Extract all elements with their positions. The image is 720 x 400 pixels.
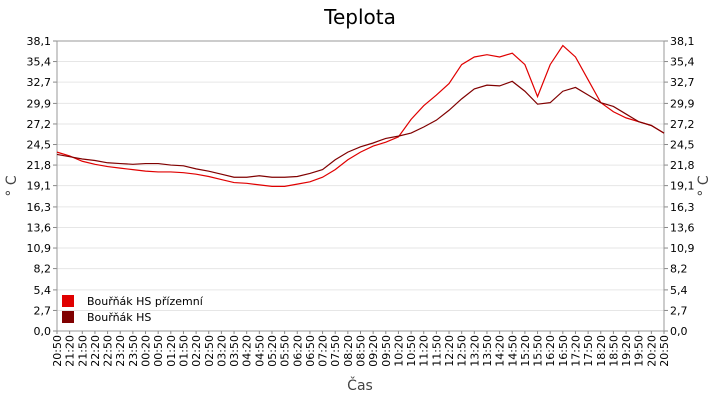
x-tick-label: 19:20 — [620, 335, 633, 367]
x-tick-label: 06:20 — [291, 335, 304, 367]
y-tick-label: 13,6 — [27, 221, 52, 234]
y-tick-label: 27,2 — [27, 118, 52, 131]
legend-label: Bouřňák HS přízemní — [87, 295, 204, 308]
chart-title: Teplota — [323, 5, 396, 29]
y-tick-label: 21,8 — [27, 159, 52, 172]
x-tick-label: 23:50 — [127, 335, 140, 367]
x-tick-label: 01:20 — [165, 335, 178, 367]
y2-tick-label: 0,0 — [670, 325, 688, 338]
x-tick-label: 06:50 — [304, 335, 317, 367]
x-tick-label: 03:20 — [215, 335, 228, 367]
x-tick-label: 05:20 — [266, 335, 279, 367]
y2-tick-label: 24,5 — [670, 139, 695, 152]
y2-tick-label: 10,9 — [670, 242, 695, 255]
x-tick-label: 11:50 — [430, 335, 443, 367]
x-tick-label: 10:50 — [405, 335, 418, 367]
y2-tick-label: 38,1 — [670, 35, 695, 48]
x-tick-label: 16:20 — [544, 335, 557, 367]
y2-tick-label: 29,9 — [670, 97, 695, 110]
y2-axis-label: ° C — [696, 175, 712, 196]
y-tick-label: 38,1 — [27, 35, 52, 48]
y-tick-label: 29,9 — [27, 97, 52, 110]
x-tick-label: 19:50 — [633, 335, 646, 367]
x-tick-label: 00:50 — [152, 335, 165, 367]
x-tick-label: 23:20 — [114, 335, 127, 367]
y2-tick-label: 27,2 — [670, 118, 695, 131]
x-tick-label: 22:20 — [89, 335, 102, 367]
x-tick-label: 14:50 — [506, 335, 519, 367]
x-tick-label: 18:20 — [595, 335, 608, 367]
x-tick-label: 20:20 — [645, 335, 658, 367]
x-tick-label: 03:50 — [228, 335, 241, 367]
x-tick-label: 20:50 — [658, 335, 671, 367]
data-line — [56, 80, 665, 178]
x-tick-label: 08:50 — [355, 335, 368, 367]
x-tick-label: 10:20 — [392, 335, 405, 367]
y-tick-label: 24,5 — [27, 139, 52, 152]
data-line — [56, 44, 665, 187]
y-tick-label: 10,9 — [27, 242, 52, 255]
y-tick-label: 32,7 — [27, 76, 52, 89]
x-tick-label: 13:50 — [481, 335, 494, 367]
x-tick-label: 11:20 — [418, 335, 431, 367]
x-tick-label: 21:50 — [76, 335, 89, 367]
x-tick-label: 04:50 — [253, 335, 266, 367]
y2-tick-label: 5,4 — [670, 284, 688, 297]
x-tick-label: 15:20 — [519, 335, 532, 367]
y2-tick-label: 21,8 — [670, 159, 695, 172]
x-tick-label: 20:50 — [51, 335, 64, 367]
x-tick-label: 09:20 — [367, 335, 380, 367]
x-tick-label: 02:20 — [190, 335, 203, 367]
x-tick-label: 05:50 — [279, 335, 292, 367]
x-tick-label: 04:20 — [241, 335, 254, 367]
y-tick-label: 16,3 — [27, 201, 52, 214]
x-tick-label: 22:50 — [102, 335, 115, 367]
x-tick-label: 12:20 — [443, 335, 456, 367]
y2-tick-label: 13,6 — [670, 221, 695, 234]
y-tick-label: 8,2 — [34, 263, 52, 276]
x-tick-label: 12:50 — [456, 335, 469, 367]
x-axis-label: Čas — [347, 376, 373, 394]
y-tick-label: 2,7 — [34, 304, 52, 317]
x-tick-label: 13:20 — [468, 335, 481, 367]
y-axis-label: ° C — [4, 175, 20, 196]
x-tick-label: 07:20 — [317, 335, 330, 367]
y2-tick-label: 35,4 — [670, 56, 695, 69]
y2-tick-label: 19,1 — [670, 180, 695, 193]
y-tick-label: 35,4 — [27, 56, 52, 69]
x-tick-label: 15:50 — [532, 335, 545, 367]
x-tick-label: 18:50 — [607, 335, 620, 367]
y2-tick-label: 32,7 — [670, 76, 695, 89]
legend-swatch — [62, 295, 74, 307]
x-tick-label: 17:20 — [569, 335, 582, 367]
x-tick-label: 16:50 — [557, 335, 570, 367]
x-tick-label: 07:50 — [329, 335, 342, 367]
x-tick-label: 00:20 — [140, 335, 153, 367]
x-tick-label: 01:50 — [177, 335, 190, 367]
y2-tick-label: 2,7 — [670, 304, 688, 317]
y-tick-label: 5,4 — [34, 284, 52, 297]
x-tick-label: 08:20 — [342, 335, 355, 367]
y2-tick-label: 16,3 — [670, 201, 695, 214]
y-tick-label: 0,0 — [34, 325, 52, 338]
x-tick-label: 14:20 — [494, 335, 507, 367]
x-tick-label: 21:20 — [64, 335, 77, 367]
x-tick-label: 02:50 — [203, 335, 216, 367]
legend-swatch — [62, 311, 74, 323]
x-tick-label: 09:50 — [380, 335, 393, 367]
y2-tick-label: 8,2 — [670, 263, 688, 276]
legend-label: Bouřňák HS — [87, 311, 151, 324]
y-tick-label: 19,1 — [27, 180, 52, 193]
x-tick-label: 17:50 — [582, 335, 595, 367]
